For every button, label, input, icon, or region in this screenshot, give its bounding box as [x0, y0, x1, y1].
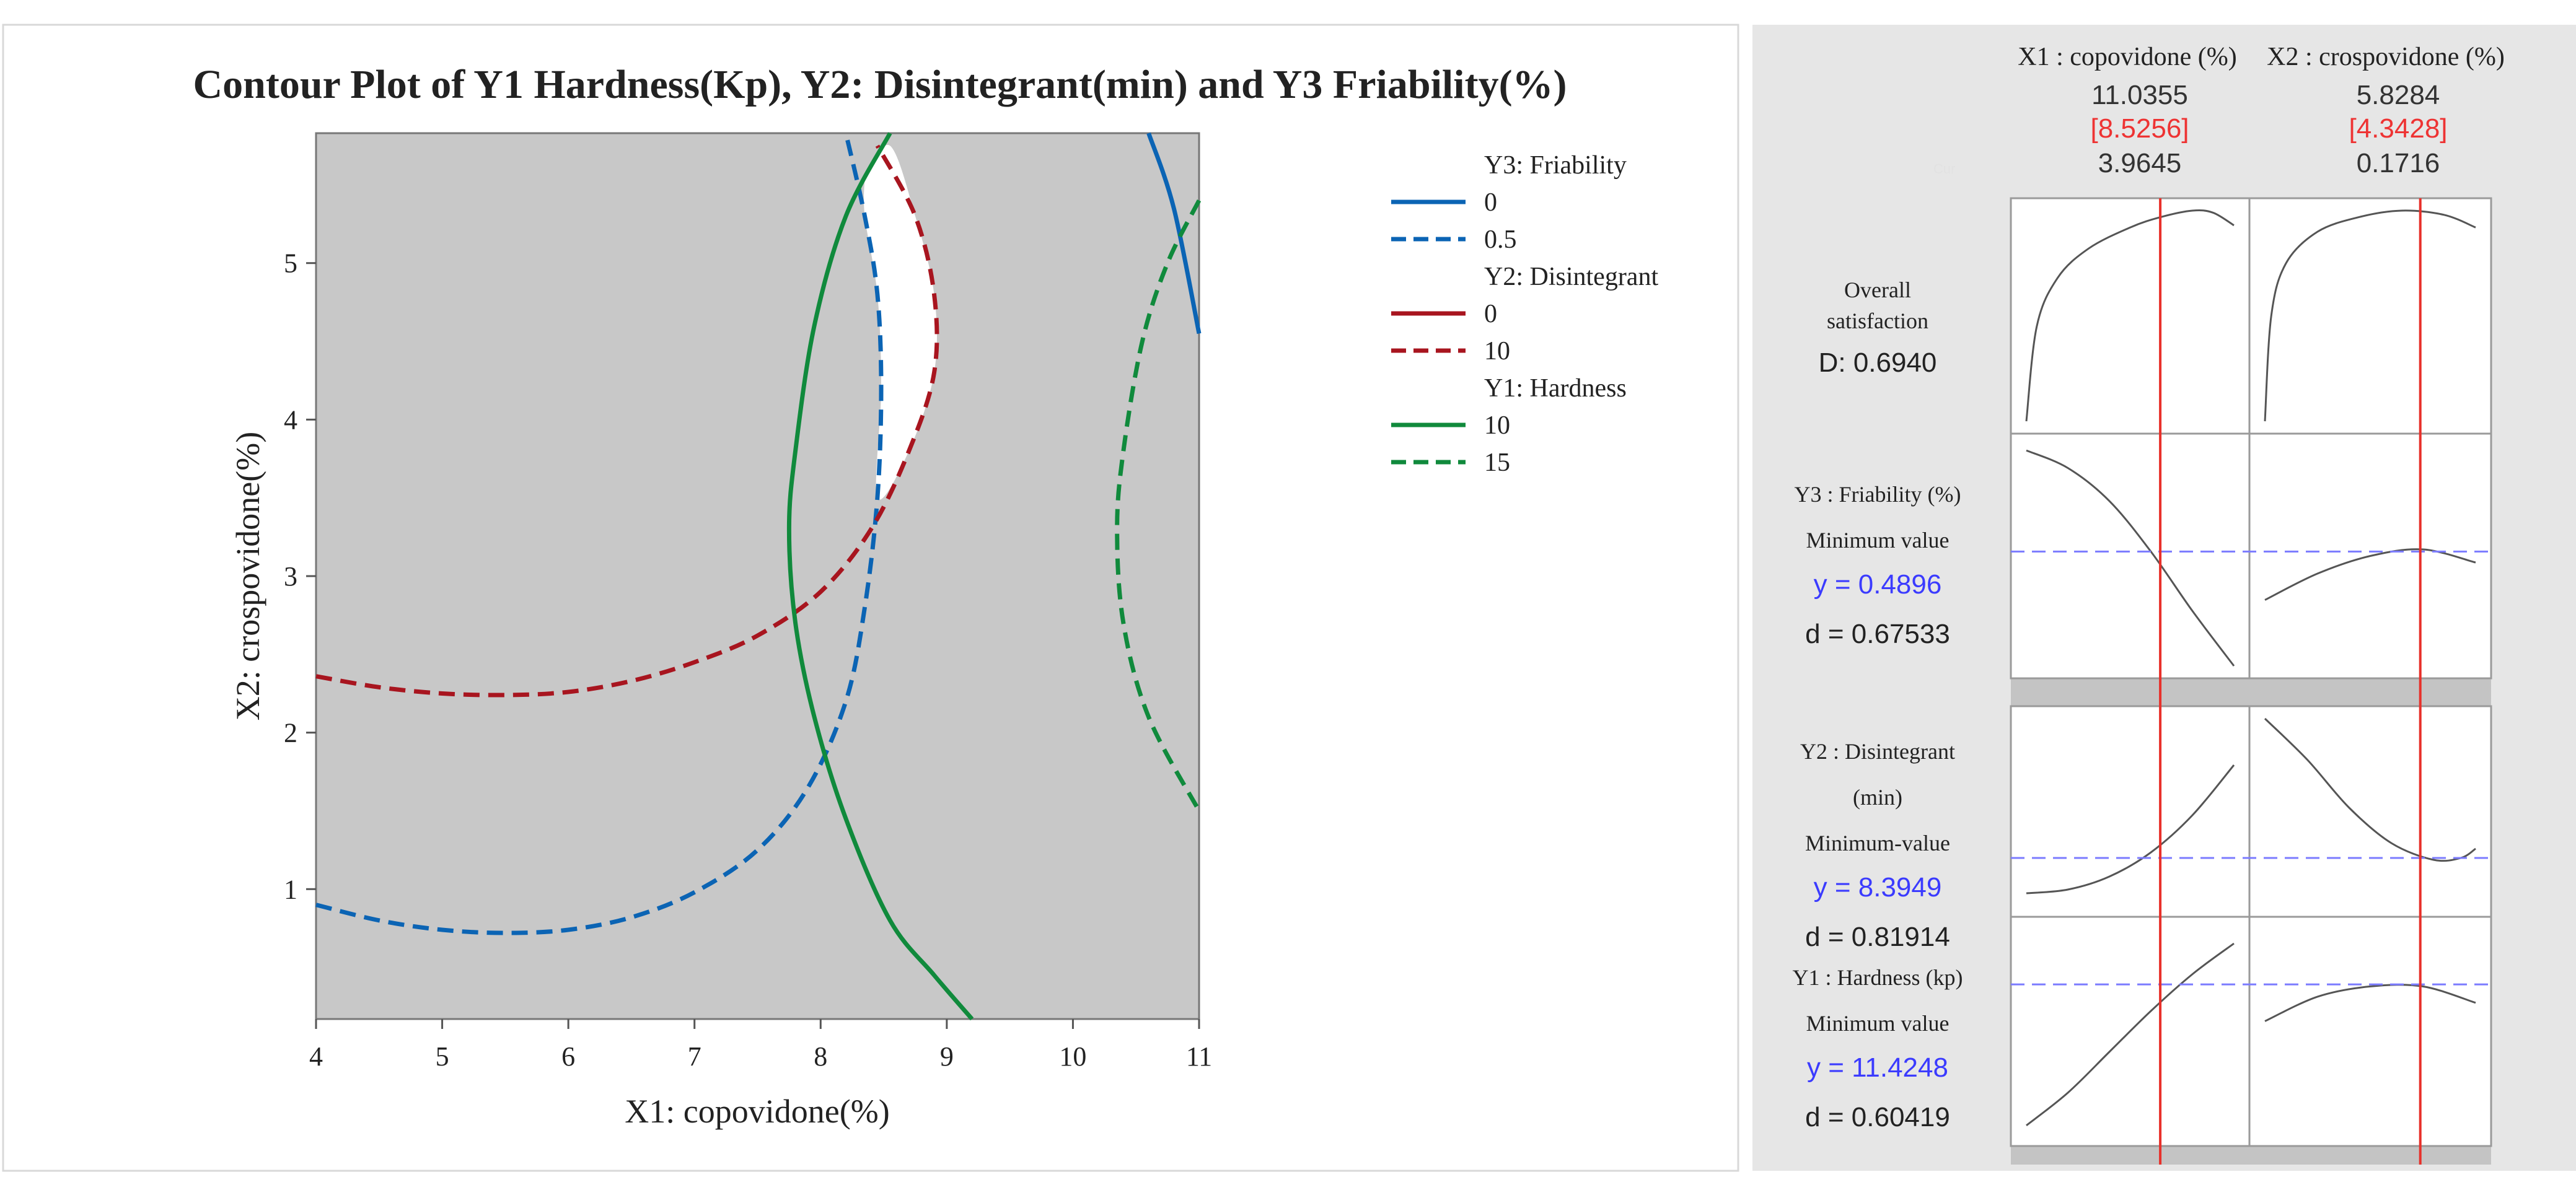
legend-group-title: Y2: Disintegrant — [1484, 263, 1658, 291]
legend-group-title: Y1: Hardness — [1484, 374, 1627, 403]
x-tick-label: 6 — [561, 1041, 575, 1072]
legend-entry-label: 10 — [1484, 411, 1510, 440]
y-tick-label: 4 — [284, 405, 297, 435]
response-y-value: y = 8.3949 — [1814, 872, 1942, 903]
response-curve-Y1-2 — [2264, 984, 2476, 1022]
contour-hardness-solid-3 — [786, 132, 974, 1021]
chart-title: Contour Plot of Y1 Hardness(Kp), Y2: Dis… — [193, 62, 1567, 107]
legend-entry-label: 0 — [1484, 300, 1497, 328]
legend: Y3: Friability 0 0.5 Y2: Disintegrant 0 10 Y1:… — [1391, 151, 1658, 477]
optimizer-cell-Y1-2 — [2248, 916, 2492, 1147]
optimizer-cell-overall-1 — [2010, 197, 2251, 435]
x-tick-label: 8 — [814, 1041, 827, 1072]
row-separator-strip — [2011, 1146, 2491, 1165]
response-title-line: Y3 : Friability (%) — [1795, 482, 1961, 507]
response-y-value: y = 0.4896 — [1814, 569, 1942, 600]
optimizer-cell-Y2-1 — [2010, 705, 2251, 918]
x-tick-label: 4 — [309, 1041, 323, 1072]
legend-entry-label: 0.5 — [1484, 225, 1517, 254]
contour-plot: Contour Plot of Y1 Hardness(Kp), Y2: Dis… — [2, 24, 1739, 1172]
response-d-value: D: 0.6940 — [1819, 348, 1937, 378]
response-title-line: Overall — [1844, 278, 1911, 302]
y-tick-label: 1 — [284, 874, 297, 904]
response-d-value: d = 0.67533 — [1805, 619, 1950, 649]
response-curve-overall-2 — [2264, 209, 2476, 422]
plot-area — [315, 132, 1200, 1020]
contour-hardness-dashed-4 — [1115, 199, 1202, 812]
row-separator-strip — [2011, 678, 2491, 706]
response-y-value: y = 11.4248 — [1807, 1052, 1948, 1083]
response-title-line: Minimum value — [1806, 1011, 1950, 1036]
x-tick-label: 10 — [1059, 1041, 1086, 1072]
y-axis-label: X2: crospovidone(%) — [229, 432, 266, 720]
factor-label: X1 : copovidone (%) — [2018, 43, 2236, 71]
optimizer-cell-Y3-1 — [2010, 432, 2251, 680]
factor-high-value: 5.8284 — [2357, 80, 2440, 110]
response-curve-Y1-1 — [2026, 942, 2235, 1126]
x-axis-label: X1: copovidone(%) — [625, 1093, 889, 1130]
legend-group-title: Y3: Friability — [1484, 151, 1627, 180]
contour-disintegrant-dashed-2 — [315, 144, 939, 698]
factor-current-value: [8.5256] — [2090, 113, 2189, 144]
factor-low-value: 0.1716 — [2357, 148, 2440, 178]
response-title-line: satisfaction — [1827, 308, 1928, 333]
x-tick-label: 9 — [940, 1041, 954, 1072]
y-tick-label: 2 — [284, 718, 297, 748]
legend-entry-label: 0 — [1484, 188, 1497, 217]
y-tick-label: 3 — [284, 561, 297, 592]
factor-current-value: [4.3428] — [2349, 113, 2447, 144]
response-title-line: Y2 : Disintegrant — [1800, 739, 1955, 764]
response-title-line: Minimum-value — [1805, 831, 1950, 855]
response-optimizer-panel: X1 : copovidone (%) 11.0355[8.5256] 3.9645… — [1752, 25, 2576, 1171]
response-title-line: Y1 : Hardness (kp) — [1793, 965, 1963, 990]
x-tick-label: 5 — [436, 1041, 449, 1072]
response-title-line: Minimum value — [1806, 528, 1950, 553]
response-d-value: d = 0.60419 — [1805, 1102, 1950, 1132]
factor-high-value: 11.0355 — [2091, 80, 2188, 110]
x-tick-label: 11 — [1186, 1041, 1212, 1072]
response-d-value: d = 0.81914 — [1805, 922, 1950, 952]
factor-low-value: 3.9645 — [2098, 148, 2182, 178]
response-curve-Y3-1 — [2026, 449, 2235, 667]
x-tick-label: 7 — [688, 1041, 701, 1072]
y-tick-label: 5 — [284, 248, 297, 279]
legend-entry-label: 10 — [1484, 337, 1510, 365]
contour-friability-dashed-1 — [315, 133, 884, 935]
hidden-row-label: Cur — [1933, 161, 1955, 177]
optimizer-cell-overall-2 — [2248, 197, 2492, 435]
contour-friability-solid-0 — [1146, 132, 1202, 335]
response-curve-Y2-1 — [2026, 764, 2235, 895]
response-curve-overall-1 — [2025, 209, 2235, 422]
legend-entry-label: 15 — [1484, 448, 1510, 477]
response-title-line: (min) — [1853, 785, 1902, 810]
factor-label: X2 : crospovidone (%) — [2267, 43, 2505, 71]
